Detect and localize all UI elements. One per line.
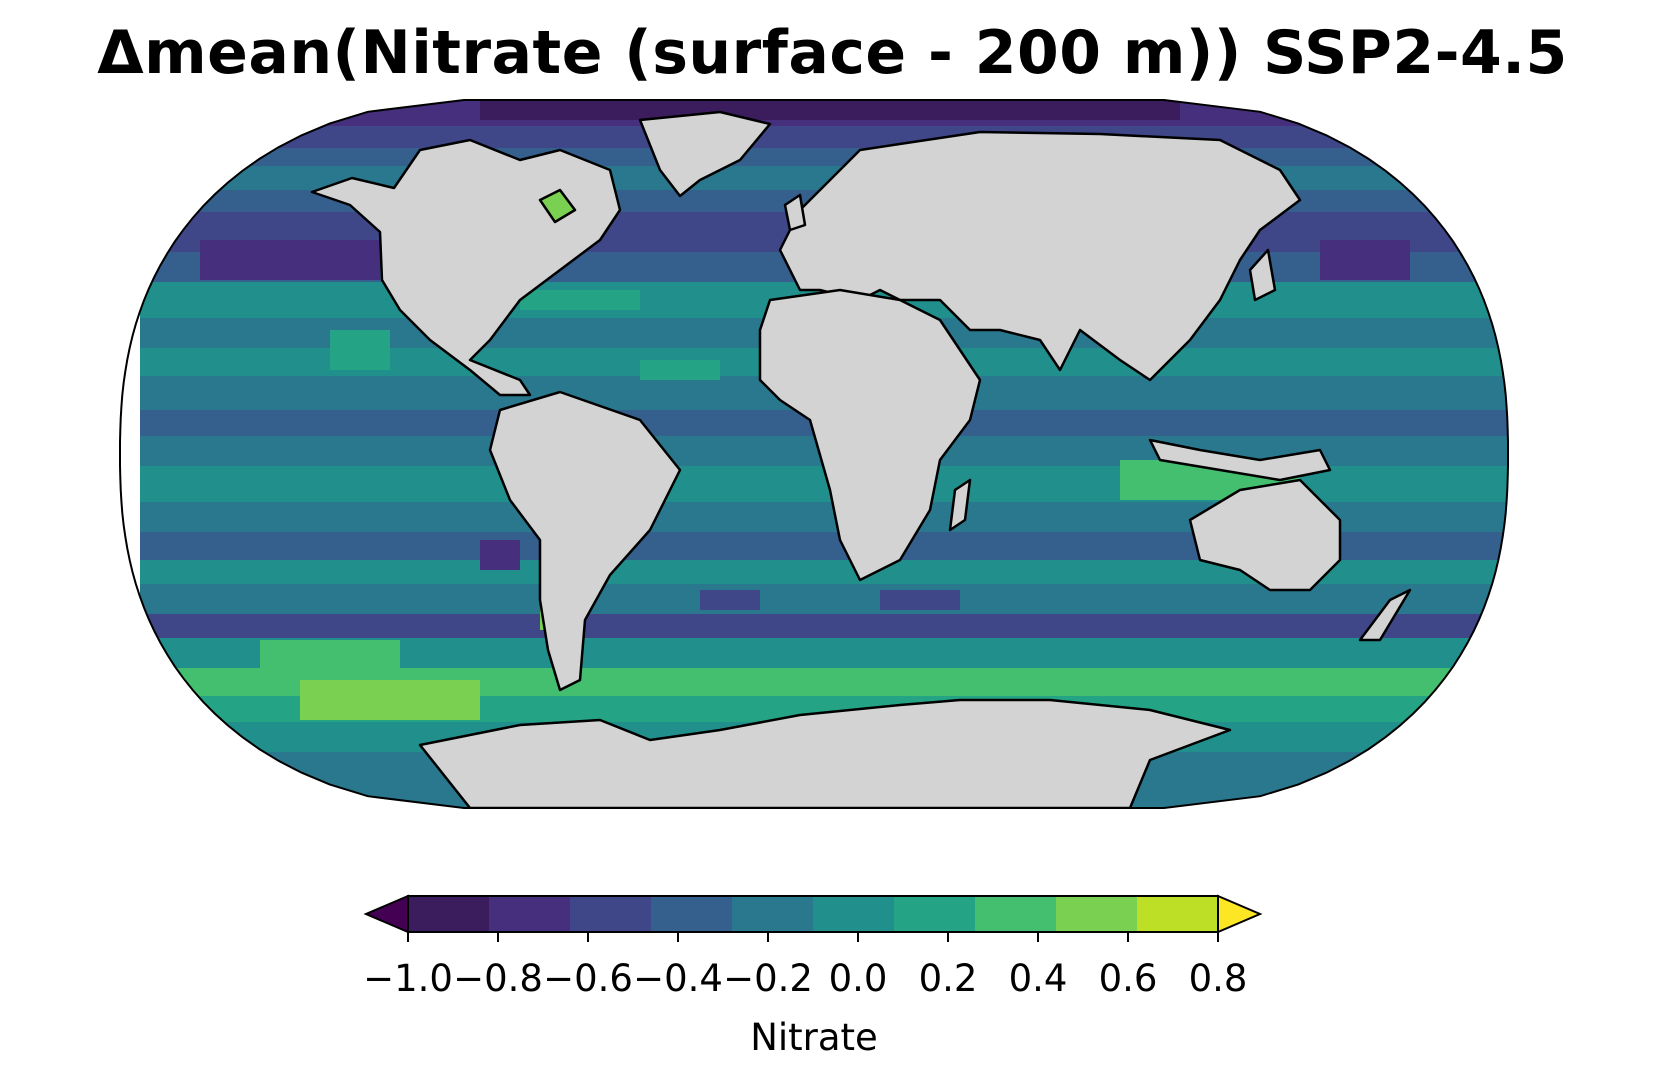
colorbar-tick-label: −0.8: [453, 957, 543, 1000]
ocean-patch: [1320, 240, 1410, 280]
colorbar-segments: [363, 894, 1263, 934]
land-hudson-bay: [538, 188, 577, 224]
colorbar-ticks: −1.0 −0.8 −0.6 −0.4 −0.2 0.0 0.2 0.4 0.6 0.8: [363, 932, 1247, 1000]
colorbar-tick-label: 0.8: [1189, 957, 1248, 1000]
ocean-field: [140, 100, 1508, 808]
land-new-zealand: [1358, 588, 1412, 642]
land-africa: [758, 288, 982, 582]
ocean-patch: [200, 240, 380, 280]
colorbar-segment: [975, 896, 1057, 932]
colorbar-segment: [894, 896, 976, 932]
land-greenland: [638, 110, 772, 198]
land-antarctica: [418, 698, 1232, 808]
colorbar-extend-max: [1217, 894, 1263, 934]
colorbar-segment: [651, 896, 733, 932]
ocean-patch: [640, 360, 720, 380]
land-madagascar: [948, 478, 972, 532]
ocean-patch: [520, 290, 640, 310]
land: [310, 110, 1412, 808]
colorbar-tick-label: 0.0: [829, 957, 888, 1000]
colorbar-tick-label: 0.2: [919, 957, 978, 1000]
colorbar-segment: [408, 896, 490, 932]
ocean-patch: [480, 540, 520, 570]
colorbar-frame: [407, 895, 1219, 933]
colorbar-segment: [813, 896, 895, 932]
colorbar-tick-label: 0.6: [1099, 957, 1158, 1000]
colorbar-extend-min: [363, 894, 409, 934]
colorbar-segment: [1137, 896, 1219, 932]
land-australia: [1188, 478, 1342, 592]
colorbar-tick-label: −0.4: [633, 957, 723, 1000]
ocean-patch: [330, 330, 390, 370]
colorbar-segment: [1056, 896, 1138, 932]
globe-outline: [119, 99, 1509, 809]
ocean-patch: [700, 590, 760, 610]
ocean-patch: [880, 590, 960, 610]
ocean-patch: [480, 100, 1180, 120]
colorbar-tick-label: −0.6: [543, 957, 633, 1000]
chart-title: Δmean(Nitrate (surface - 200 m)) SSP2-4.…: [97, 18, 1568, 88]
colorbar-tick-label: 0.4: [1009, 957, 1068, 1000]
colorbar-segment: [732, 896, 814, 932]
colorbar-tick-label: −1.0: [363, 957, 453, 1000]
land-uk: [783, 193, 807, 232]
land-south-america: [488, 390, 682, 692]
colorbar-segment: [570, 896, 652, 932]
land-indonesia: [1148, 438, 1332, 482]
ocean-band: [140, 614, 1508, 638]
colorbar-tick-label: −0.2: [723, 957, 813, 1000]
land-japan: [1248, 248, 1277, 302]
colorbar-segment: [489, 896, 571, 932]
ocean-patch: [300, 680, 480, 720]
colorbar-label: Nitrate: [750, 1016, 878, 1059]
